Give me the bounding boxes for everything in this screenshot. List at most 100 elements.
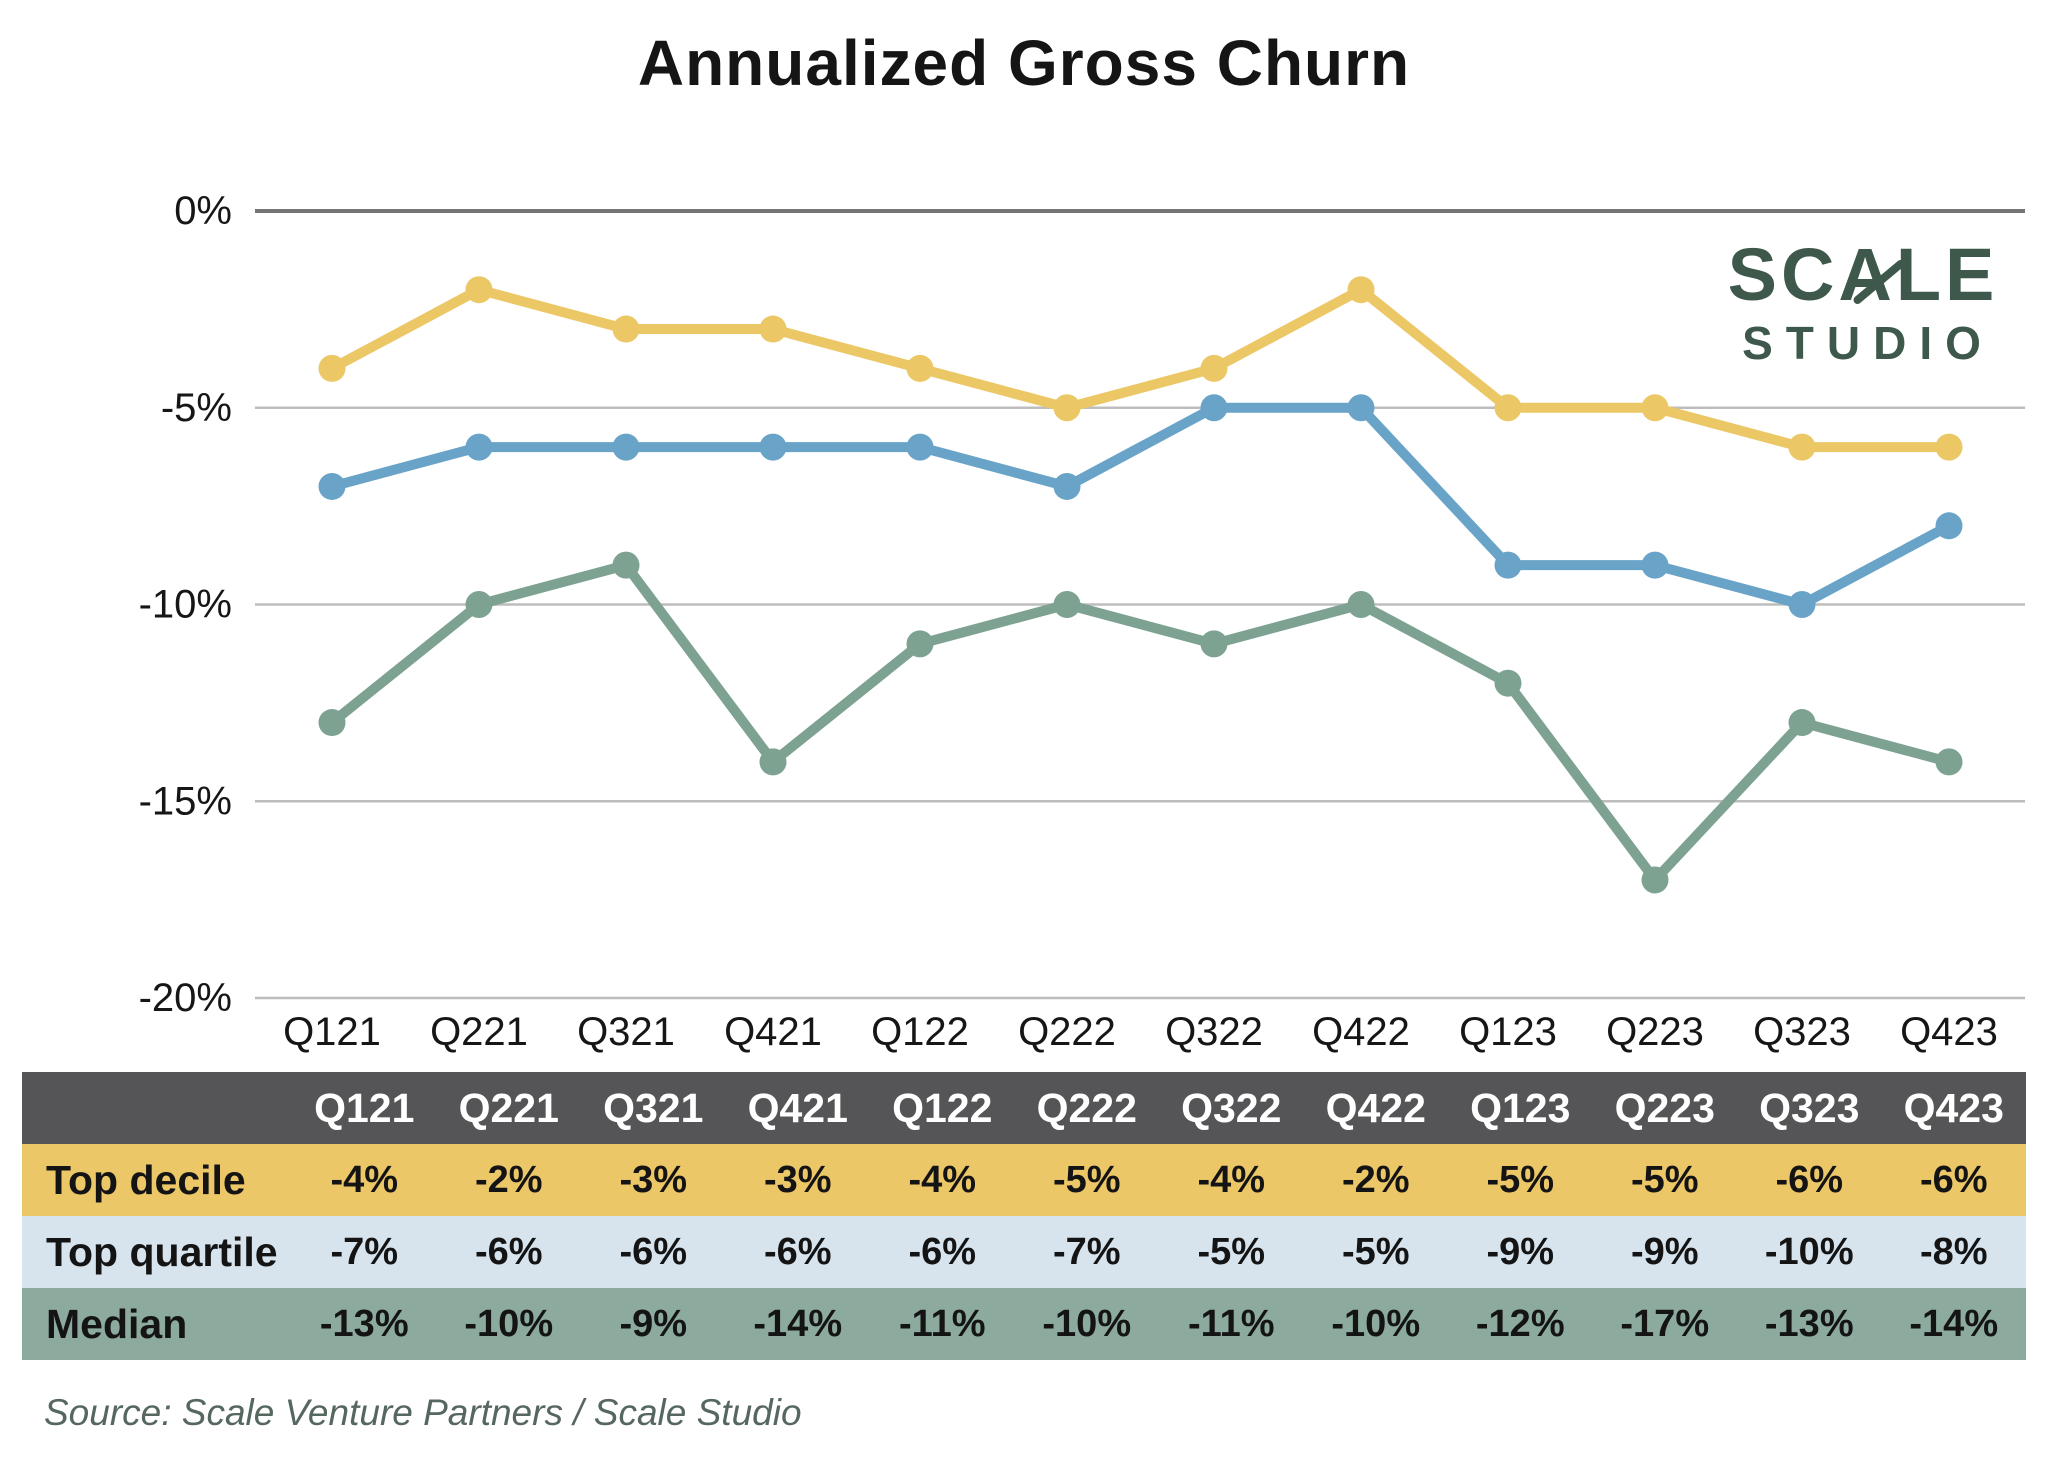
x-tick-label-Q421: Q421: [724, 1010, 822, 1054]
series-line-median: [327, 560, 1954, 885]
series-point-top-decile-Q323: [1788, 433, 1816, 461]
cell-top-decile-Q422: -2%: [1303, 1144, 1448, 1216]
cell-top-quartile-Q321: -6%: [581, 1216, 726, 1288]
table-corner-cell: [22, 1072, 292, 1144]
series-point-top-quartile-Q122: [906, 433, 934, 461]
series-point-top-decile-Q422: [1347, 276, 1375, 304]
cell-median-Q222: -10%: [1014, 1288, 1159, 1360]
cell-top-decile-Q322: -4%: [1159, 1144, 1304, 1216]
table-header-cell-Q322: Q322: [1159, 1072, 1304, 1144]
table-header-cell-Q421: Q421: [725, 1072, 870, 1144]
cell-top-decile-Q123: -5%: [1448, 1144, 1593, 1216]
y-tick-label--15%: -15%: [139, 779, 232, 823]
series-point-top-decile-Q221: [465, 276, 493, 304]
row-label-top-quartile: Top quartile: [22, 1216, 292, 1288]
table-header-cell-Q423: Q423: [1881, 1072, 2026, 1144]
series-point-median-Q222: [1053, 591, 1081, 618]
table-header-cell-Q121: Q121: [292, 1072, 437, 1144]
series-point-top-decile-Q121: [318, 354, 346, 382]
series-point-top-quartile-Q221: [465, 433, 493, 461]
series-point-top-quartile-Q322: [1200, 394, 1228, 422]
series-point-median-Q322: [1200, 630, 1228, 658]
series-point-median-Q223: [1641, 866, 1669, 894]
cell-top-quartile-Q423: -8%: [1881, 1216, 2026, 1288]
cell-top-decile-Q323: -6%: [1737, 1144, 1882, 1216]
series-point-top-decile-Q421: [759, 315, 787, 343]
cell-top-quartile-Q223: -9%: [1592, 1216, 1737, 1288]
x-tick-label-Q323: Q323: [1753, 1010, 1851, 1054]
churn-data-table: Q121 Q221 Q321 Q421 Q122 Q222 Q322 Q422 Q123 Q223…: [22, 1072, 2026, 1360]
series-line-top-quartile: [327, 402, 1954, 610]
series-point-top-decile-Q223: [1641, 394, 1669, 422]
x-tick-label-Q123: Q123: [1459, 1010, 1557, 1054]
cell-top-quartile-Q121: -7%: [292, 1216, 437, 1288]
series-point-top-decile-Q122: [906, 354, 934, 382]
x-tick-label-Q423: Q423: [1900, 1010, 1998, 1054]
series-point-median-Q423: [1935, 748, 1963, 776]
cell-median-Q121: -13%: [292, 1288, 437, 1360]
x-tick-label-Q322: Q322: [1165, 1010, 1263, 1054]
table-header-cell-Q321: Q321: [581, 1072, 726, 1144]
cell-median-Q423: -14%: [1881, 1288, 2026, 1360]
series-point-top-quartile-Q223: [1641, 551, 1669, 579]
cell-top-decile-Q221: -2%: [436, 1144, 581, 1216]
cell-median-Q422: -10%: [1303, 1288, 1448, 1360]
cell-top-quartile-Q322: -5%: [1159, 1216, 1304, 1288]
x-tick-label-Q321: Q321: [577, 1010, 675, 1054]
y-tick-label--20%: -20%: [139, 976, 232, 1020]
logo-studio-text: STUDIO: [1742, 317, 1994, 369]
series-point-top-decile-Q123: [1494, 394, 1522, 422]
series-point-median-Q123: [1494, 669, 1522, 697]
series-point-top-decile-Q322: [1200, 354, 1228, 382]
series-point-top-quartile-Q321: [612, 433, 640, 461]
scale-studio-logo: SCALE STUDIO: [1698, 233, 2028, 369]
series-point-top-decile-Q423: [1935, 433, 1963, 461]
x-tick-label-Q121: Q121: [283, 1010, 381, 1054]
series-point-median-Q422: [1347, 591, 1375, 618]
cell-top-decile-Q423: -6%: [1881, 1144, 2026, 1216]
cell-top-quartile-Q421: -6%: [725, 1216, 870, 1288]
cell-top-quartile-Q122: -6%: [870, 1216, 1015, 1288]
series-line-top-decile: [327, 284, 1954, 453]
table-header-cell-Q122: Q122: [870, 1072, 1015, 1144]
series-point-top-quartile-Q323: [1788, 591, 1816, 618]
x-tick-label-Q422: Q422: [1312, 1010, 1410, 1054]
series-point-median-Q323: [1788, 709, 1816, 737]
source-note: Source: Scale Venture Partners / Scale S…: [44, 1392, 802, 1433]
series-point-top-quartile-Q121: [318, 472, 346, 500]
x-tick-label-Q221: Q221: [430, 1010, 528, 1054]
cell-top-quartile-Q221: -6%: [436, 1216, 581, 1288]
cell-median-Q223: -17%: [1592, 1288, 1737, 1360]
cell-top-decile-Q222: -5%: [1014, 1144, 1159, 1216]
x-tick-label-Q222: Q222: [1018, 1010, 1116, 1054]
cell-top-decile-Q321: -3%: [581, 1144, 726, 1216]
cell-top-quartile-Q422: -5%: [1303, 1216, 1448, 1288]
x-tick-label-Q223: Q223: [1606, 1010, 1704, 1054]
series-point-top-quartile-Q222: [1053, 472, 1081, 500]
cell-median-Q323: -13%: [1737, 1288, 1882, 1360]
row-label-top-decile: Top decile: [22, 1144, 292, 1216]
series-point-median-Q221: [465, 591, 493, 618]
series-point-top-decile-Q321: [612, 315, 640, 343]
x-tick-label-Q122: Q122: [871, 1010, 969, 1054]
cell-top-decile-Q421: -3%: [725, 1144, 870, 1216]
series-point-top-quartile-Q123: [1494, 551, 1522, 579]
series-point-median-Q321: [612, 551, 640, 579]
cell-top-quartile-Q323: -10%: [1737, 1216, 1882, 1288]
cell-median-Q321: -9%: [581, 1288, 726, 1360]
cell-median-Q123: -12%: [1448, 1288, 1593, 1360]
series-point-top-quartile-Q422: [1347, 394, 1375, 422]
y-tick-label--10%: -10%: [139, 583, 232, 627]
cell-median-Q122: -11%: [870, 1288, 1015, 1360]
table-header-cell-Q123: Q123: [1448, 1072, 1593, 1144]
cell-top-quartile-Q222: -7%: [1014, 1216, 1159, 1288]
row-label-median: Median: [22, 1288, 292, 1360]
cell-top-quartile-Q123: -9%: [1448, 1216, 1593, 1288]
series-point-median-Q421: [759, 748, 787, 776]
cell-median-Q322: -11%: [1159, 1288, 1304, 1360]
annualized-gross-churn-line-chart: 0% -5% -10% -15% -20% Q121 Q221 Q321 Q421 Q122 Q22…: [139, 189, 2025, 1054]
page-title: Annualized Gross Churn: [637, 27, 1411, 99]
logo-scale-text: SCALE: [1727, 233, 1999, 316]
series-point-top-decile-Q222: [1053, 394, 1081, 422]
cell-median-Q421: -14%: [725, 1288, 870, 1360]
